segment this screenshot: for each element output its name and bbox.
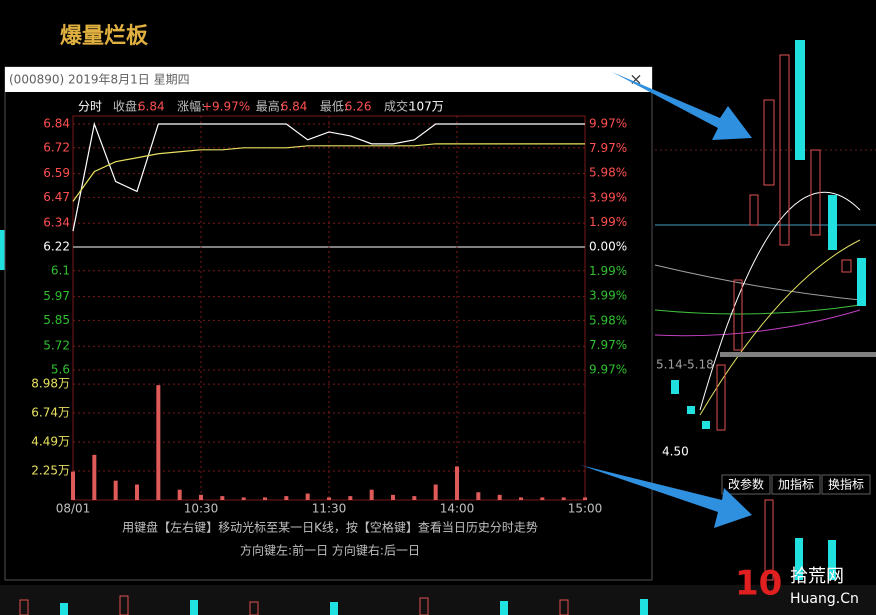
y2-tick-label: 5.98% <box>589 166 627 180</box>
info-item: +9.97% <box>202 100 250 114</box>
button-frame <box>771 474 821 495</box>
y2-tick-label: 1.99% <box>589 215 627 229</box>
volume-bar <box>540 497 545 500</box>
volume-tick-label: 8.98万 <box>31 377 70 391</box>
y-tick-label: 5.72 <box>43 339 70 353</box>
volume-bar <box>284 496 289 500</box>
volume-bar <box>433 484 438 500</box>
y-tick-label: 6.59 <box>43 166 70 180</box>
info-item: 涨幅: <box>177 99 205 114</box>
button[interactable]: 改参数 <box>728 477 764 492</box>
volume-bar <box>92 454 97 500</box>
y2-tick-label: 7.97% <box>589 141 627 155</box>
window-title: (000890) 2019年8月1日 星期四 <box>9 73 190 87</box>
watermark-domain: Huang.Cn <box>790 591 859 607</box>
background-kline <box>0 40 876 615</box>
volume-bar <box>156 385 161 500</box>
volume-bar <box>327 497 331 500</box>
y2-tick-label: 5.98% <box>589 313 627 327</box>
range-label: 5.14-5.18 <box>656 358 714 372</box>
watermark-logo: 10 <box>735 564 782 604</box>
volume-tick-label: 2.25万 <box>31 463 70 477</box>
button[interactable]: 加指标 <box>778 477 814 492</box>
volume-bar <box>348 496 353 500</box>
button-frame <box>821 474 871 495</box>
volume-tick-label: 6.74万 <box>31 406 70 420</box>
y-tick-label: 6.72 <box>43 140 70 154</box>
volume-bar <box>263 497 267 500</box>
info-item: 6.26 <box>345 100 372 114</box>
x-tick-label: 14:00 <box>440 502 475 516</box>
info-item: 107万 <box>409 100 444 114</box>
volume-bar <box>305 493 310 500</box>
volume-bar <box>583 497 587 500</box>
y2-tick-label: 7.97% <box>589 338 627 352</box>
x-tick-label: 15:00 <box>568 502 603 516</box>
button-frame <box>721 474 771 495</box>
y-tick-label: 6.47 <box>43 190 70 204</box>
volume-bar <box>177 489 182 500</box>
volume-bar <box>113 480 118 500</box>
info-item: 最高: <box>256 99 284 114</box>
price-line <box>72 143 585 202</box>
watermark-text: 拾荒网 <box>790 566 844 587</box>
arrows <box>580 72 752 528</box>
volume-bar <box>241 497 246 500</box>
price-line <box>72 121 585 232</box>
info-item: 6.84 <box>138 100 165 114</box>
info-item: 最低: <box>320 100 348 114</box>
y-tick-label: 5.97 <box>43 289 70 303</box>
volume-tick-label: 4.49万 <box>31 435 70 449</box>
volume-bar <box>391 494 395 500</box>
page-title: 爆量烂板 <box>60 24 149 49</box>
y-tick-label: 5.85 <box>43 313 70 327</box>
y-tick-label: 6.1 <box>51 263 70 277</box>
y2-tick-label: 3.99% <box>589 190 627 204</box>
y-tick-label: 6.84 <box>43 117 70 131</box>
hint-keys: 方向键左:前一日 方向键右:后一日 <box>240 543 420 558</box>
y-tick-label: 5.6 <box>51 363 70 377</box>
y2-tick-label: 9.97% <box>589 117 627 131</box>
info-item: 分时 <box>78 100 102 114</box>
info-item: 成交: <box>384 99 412 114</box>
volume-bar <box>455 466 459 500</box>
button[interactable]: 换指标 <box>828 477 864 492</box>
y-tick-label: 6.22 <box>43 240 70 254</box>
volume-bar <box>199 494 203 500</box>
y2-tick-label: 0.00% <box>589 240 627 254</box>
x-tick-label: 11:30 <box>312 502 347 516</box>
y2-tick-label: 9.97% <box>589 363 627 377</box>
info-item: 6.84 <box>281 100 308 114</box>
volume-bar <box>519 497 523 500</box>
volume-bar <box>476 492 481 500</box>
volume-bar <box>412 496 417 500</box>
x-tick-label: 08/01 <box>56 502 91 516</box>
volume-bar <box>220 496 225 500</box>
info-item: 收盘: <box>113 99 141 114</box>
x-tick-label: 10:30 <box>184 502 219 516</box>
popup: (000890) 2019年8月1日 星期四 × 用键盘【左右键】移动光标至某一… <box>4 66 653 581</box>
volume-bar <box>135 484 139 500</box>
hint: 用键盘【左右键】移动光标至某一日K线，按【空格键】查看当日历史分时走势 <box>122 520 538 535</box>
volume-bar <box>71 471 75 500</box>
price-label: 4.50 <box>662 445 689 459</box>
volume-bar <box>497 494 502 500</box>
y2-tick-label: 3.99% <box>589 289 627 303</box>
volume-bar <box>561 497 566 500</box>
volume-bar <box>369 489 374 500</box>
y2-tick-label: 1.99% <box>589 264 627 278</box>
y-tick-label: 6.34 <box>43 216 70 230</box>
